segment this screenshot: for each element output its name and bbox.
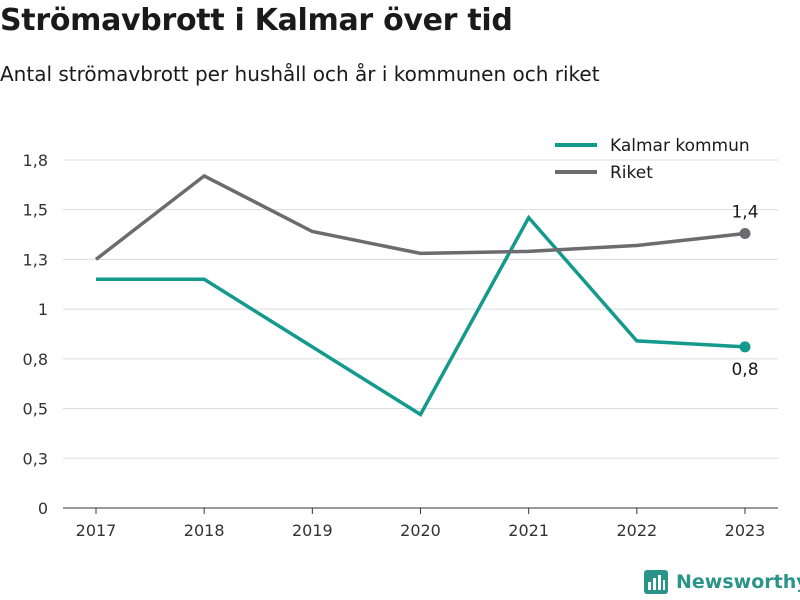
brand-name: Newsworthy: [676, 571, 800, 593]
x-tick-label: 2020: [400, 521, 441, 540]
y-tick-label: 0,8: [23, 350, 48, 369]
y-tick-label: 0,3: [23, 449, 48, 468]
series-end-label: 1,4: [731, 203, 758, 223]
chart-title: Strömavbrott i Kalmar över tid: [0, 3, 513, 38]
y-tick-label: 1: [38, 300, 48, 319]
newsworthy-logo-icon: [644, 570, 668, 594]
series-end-point: [739, 228, 751, 240]
x-tick-label: 2017: [76, 521, 117, 540]
x-tick-label: 2023: [725, 521, 766, 540]
x-tick-label: 2019: [292, 521, 333, 540]
x-tick-label: 2018: [184, 521, 225, 540]
legend-label: Kalmar kommun: [610, 136, 750, 156]
y-tick-label: 1,8: [23, 151, 48, 170]
y-tick-label: 0: [38, 499, 48, 518]
legend-label: Riket: [610, 163, 653, 183]
series-end-point: [739, 341, 751, 353]
chart-subtitle: Antal strömavbrott per hushåll och år i …: [0, 62, 600, 86]
brand-logo-group: Newsworthy: [644, 570, 800, 594]
series-end-label: 0,8: [731, 360, 758, 380]
y-tick-label: 1,5: [23, 201, 48, 220]
series-line-riket: [94, 173, 746, 261]
x-tick-label: 2021: [508, 521, 549, 540]
x-tick-label: 2022: [616, 521, 657, 540]
y-tick-label: 0,5: [23, 400, 48, 419]
y-tick-label: 1,3: [23, 250, 48, 269]
series-line-kalmar: [96, 214, 746, 417]
